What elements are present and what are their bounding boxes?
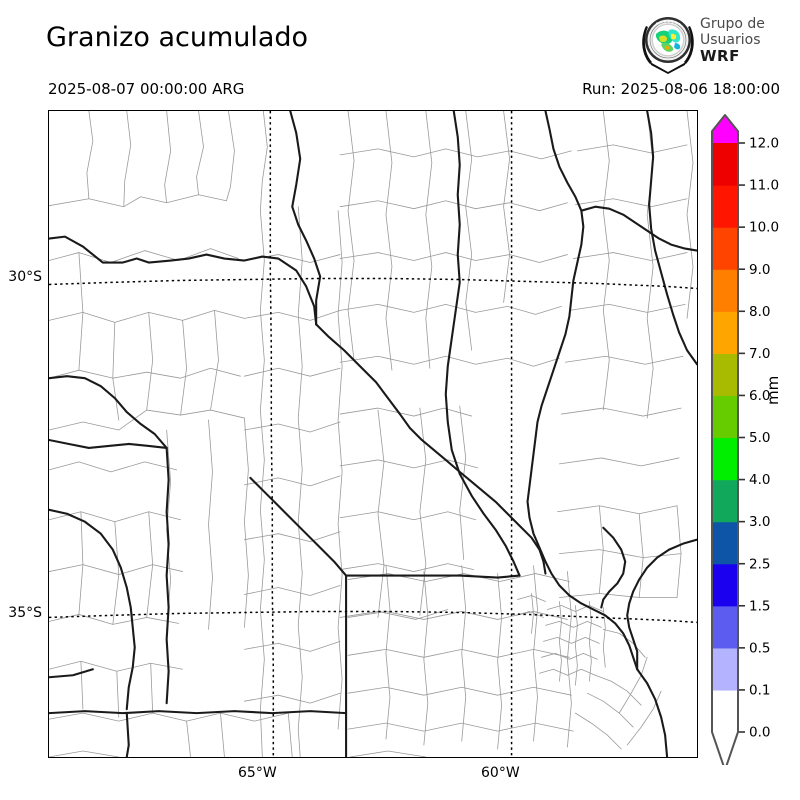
logo: Grupo de Usuarios WRF bbox=[638, 12, 798, 74]
colorbar-band bbox=[712, 563, 738, 607]
colorbar-band bbox=[712, 605, 738, 649]
graticule-lon-65w bbox=[269, 111, 275, 757]
graticule-lat-35s bbox=[49, 610, 697, 624]
colorbar-tick-label: 8.0 bbox=[749, 304, 770, 320]
lon-label-60w: 60°W bbox=[481, 765, 520, 781]
colorbar-band bbox=[712, 479, 738, 523]
colorbar-band bbox=[712, 227, 738, 270]
colorbar-tick-label: 6.0 bbox=[749, 388, 770, 404]
colorbar-tick-label: 10.0 bbox=[749, 220, 779, 236]
colorbar-unit-label: mm bbox=[764, 375, 782, 405]
buenos-aires-partidos bbox=[347, 565, 662, 757]
colorbar-band bbox=[712, 143, 738, 186]
colorbar: 0.0 0.1 0.5 1.5 2.5 3.0 4.0 5.0 6.0 7.0 8.0 9.0 10.0… bbox=[705, 110, 800, 765]
province-boundaries bbox=[49, 111, 697, 757]
lat-label-35s: 35°S bbox=[8, 605, 42, 621]
colorbar-tick-label: 0.5 bbox=[749, 640, 770, 656]
colorbar-ticks: 0.0 0.1 0.5 1.5 2.5 3.0 4.0 5.0 6.0 7.0 8.0 9.0 10.0… bbox=[738, 136, 779, 741]
wrf-globe-seal-icon bbox=[638, 12, 698, 74]
colorbar-band bbox=[712, 269, 738, 312]
run-time-label: Run: 2025-08-06 18:00:00 bbox=[582, 80, 780, 98]
map-geometry: .dep { fill:none; stroke:#9a9a9a; stroke… bbox=[49, 111, 697, 757]
logo-line-3: WRF bbox=[700, 47, 740, 65]
colorbar-band bbox=[712, 521, 738, 565]
map-canvas[interactable]: .dep { fill:none; stroke:#9a9a9a; stroke… bbox=[48, 110, 698, 758]
graticule-lat-30s bbox=[49, 277, 697, 290]
logo-text: Grupo de Usuarios WRF bbox=[700, 16, 765, 64]
colorbar-band bbox=[712, 689, 738, 733]
logo-line-2: Usuarios bbox=[700, 32, 761, 48]
colorbar-border bbox=[711, 114, 739, 765]
colorbar-band bbox=[712, 437, 738, 481]
colorbar-over-arrow bbox=[712, 115, 738, 143]
colorbar-tick-label: 7.0 bbox=[749, 346, 770, 362]
colorbar-tick-label: 4.0 bbox=[749, 472, 770, 488]
lat-label-30s: 30°S bbox=[8, 269, 42, 285]
valid-time-label: 2025-08-07 00:00:00 ARG bbox=[48, 80, 245, 98]
colorbar-tick-label: 9.0 bbox=[749, 262, 770, 278]
colorbar-band bbox=[712, 395, 738, 439]
department-boundaries bbox=[49, 111, 694, 757]
graticule bbox=[49, 111, 697, 757]
page-title: Granizo acumulado bbox=[46, 22, 309, 53]
colorbar-bands bbox=[712, 115, 738, 765]
colorbar-tick-label: 2.5 bbox=[749, 556, 770, 572]
colorbar-tick-label: 12.0 bbox=[749, 136, 779, 152]
lon-label-65w: 65°W bbox=[238, 765, 277, 781]
colorbar-band bbox=[712, 185, 738, 228]
colorbar-tick-label: 11.0 bbox=[749, 178, 779, 194]
colorbar-graphic: 0.0 0.1 0.5 1.5 2.5 3.0 4.0 5.0 6.0 7.0 8.0 9.0 10.0… bbox=[711, 114, 779, 765]
logo-line-1: Grupo de bbox=[700, 16, 765, 32]
colorbar-tick-label: 0.1 bbox=[749, 683, 770, 699]
colorbar-tick-label: 5.0 bbox=[749, 430, 770, 446]
colorbar-tick-label: 1.5 bbox=[749, 598, 770, 614]
colorbar-tick-label: 0.0 bbox=[749, 725, 770, 741]
colorbar-band bbox=[712, 311, 738, 354]
colorbar-tick-label: 3.0 bbox=[749, 514, 770, 530]
colorbar-band bbox=[712, 353, 738, 397]
colorbar-under-arrow bbox=[712, 732, 738, 765]
colorbar-outline bbox=[711, 114, 739, 765]
colorbar-band bbox=[712, 647, 738, 691]
